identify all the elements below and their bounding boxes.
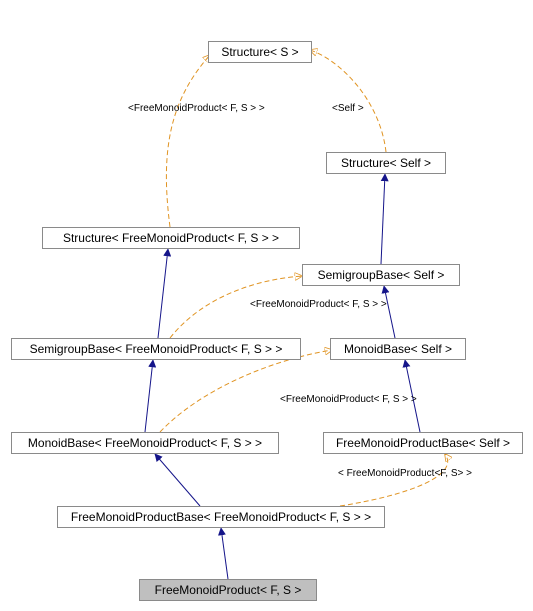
edge-label-text: <FreeMonoidProduct< F, S > >	[128, 103, 265, 114]
node-sgb-fmp[interactable]: SemigroupBase< FreeMonoidProduct< F, S >…	[11, 338, 301, 360]
edge-label-fmpb: < FreeMonoidProduct<F, S> >	[338, 468, 472, 479]
edge-label-struct-fmp-to-s: <FreeMonoidProduct< F, S > >	[128, 103, 265, 114]
node-label: Structure< S >	[221, 45, 298, 59]
edge-label-text: <FreeMonoidProduct< F, S > >	[280, 394, 417, 405]
edge-label-text: <Self >	[332, 103, 364, 114]
node-label: MonoidBase< Self >	[344, 342, 452, 356]
edge-label-struct-self-to-s: <Self >	[332, 103, 364, 114]
node-label: FreeMonoidProductBase< FreeMonoidProduct…	[71, 510, 371, 524]
edge-label-text: < FreeMonoidProduct<F, S> >	[338, 468, 472, 479]
node-mb-fmp[interactable]: MonoidBase< FreeMonoidProduct< F, S > >	[11, 432, 279, 454]
node-sgb-self[interactable]: SemigroupBase< Self >	[302, 264, 460, 286]
edge-label-sgb: <FreeMonoidProduct< F, S > >	[250, 299, 387, 310]
node-label: Structure< Self >	[341, 156, 431, 170]
node-label: Structure< FreeMonoidProduct< F, S > >	[63, 231, 279, 245]
node-label: SemigroupBase< FreeMonoidProduct< F, S >…	[30, 342, 283, 356]
node-fmpb-fmp[interactable]: FreeMonoidProductBase< FreeMonoidProduct…	[57, 506, 385, 528]
node-label: FreeMonoidProductBase< Self >	[336, 436, 510, 450]
edge-label-text: <FreeMonoidProduct< F, S > >	[250, 299, 387, 310]
node-freemonoidproduct-fs[interactable]: FreeMonoidProduct< F, S >	[139, 579, 317, 601]
edge-label-mb: <FreeMonoidProduct< F, S > >	[280, 394, 417, 405]
node-struct-fmp[interactable]: Structure< FreeMonoidProduct< F, S > >	[42, 227, 300, 249]
node-fmpb-self[interactable]: FreeMonoidProductBase< Self >	[323, 432, 523, 454]
node-label: MonoidBase< FreeMonoidProduct< F, S > >	[28, 436, 262, 450]
node-label: SemigroupBase< Self >	[318, 268, 445, 282]
inheritance-diagram: { "colors": { "node_border": "#8a8a8a", …	[0, 0, 533, 611]
node-label: FreeMonoidProduct< F, S >	[155, 583, 302, 597]
node-struct-s[interactable]: Structure< S >	[208, 41, 312, 63]
node-struct-self[interactable]: Structure< Self >	[326, 152, 446, 174]
node-mb-self[interactable]: MonoidBase< Self >	[330, 338, 466, 360]
